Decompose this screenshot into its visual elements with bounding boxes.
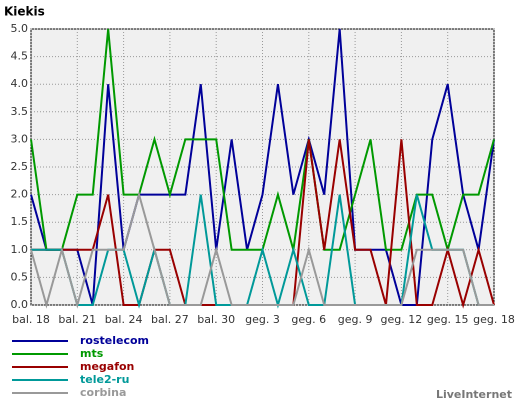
legend-label: megafon [80, 360, 134, 373]
x-tick-label: geg. 3 [245, 313, 280, 326]
x-tick-label: bal. 24 [105, 313, 143, 326]
x-tick-label: bal. 21 [58, 313, 96, 326]
y-tick-label: 1.5 [11, 215, 29, 228]
x-tick-label: geg. 6 [291, 313, 326, 326]
y-tick-label: 3.0 [11, 132, 29, 145]
legend-label: rostelecom [80, 334, 149, 347]
y-tick-label: 2.0 [11, 188, 29, 201]
y-tick-label: 4.5 [11, 50, 29, 63]
x-tick-label: bal. 18 [12, 313, 50, 326]
x-tick-label: geg. 12 [381, 313, 423, 326]
chart-title: Kiekis [4, 5, 45, 19]
x-tick-label: geg. 18 [473, 313, 515, 326]
legend-label: tele2-ru [80, 373, 129, 386]
x-tick-label: geg. 15 [427, 313, 469, 326]
series-line [30, 190, 494, 309]
x-tick-label: geg. 9 [338, 313, 373, 326]
y-tick-label: 4.0 [11, 77, 29, 90]
x-tick-label: bal. 27 [151, 313, 189, 326]
y-tick-label: 3.5 [11, 105, 29, 118]
legend-label: corbina [80, 386, 126, 399]
x-tick-label: bal. 30 [197, 313, 235, 326]
y-tick-label: 2.5 [11, 160, 29, 173]
y-tick-label: 0.0 [11, 298, 29, 311]
y-tick-label: 0.5 [11, 270, 29, 283]
y-tick-label: 1.0 [11, 243, 29, 256]
legend-label: mts [80, 347, 104, 360]
watermark: LiveInternet [436, 388, 512, 401]
y-tick-label: 5.0 [11, 22, 29, 35]
